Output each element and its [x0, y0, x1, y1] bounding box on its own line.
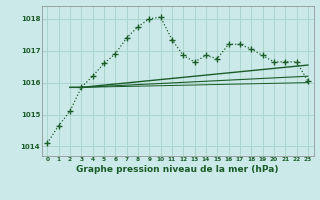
- X-axis label: Graphe pression niveau de la mer (hPa): Graphe pression niveau de la mer (hPa): [76, 165, 279, 174]
